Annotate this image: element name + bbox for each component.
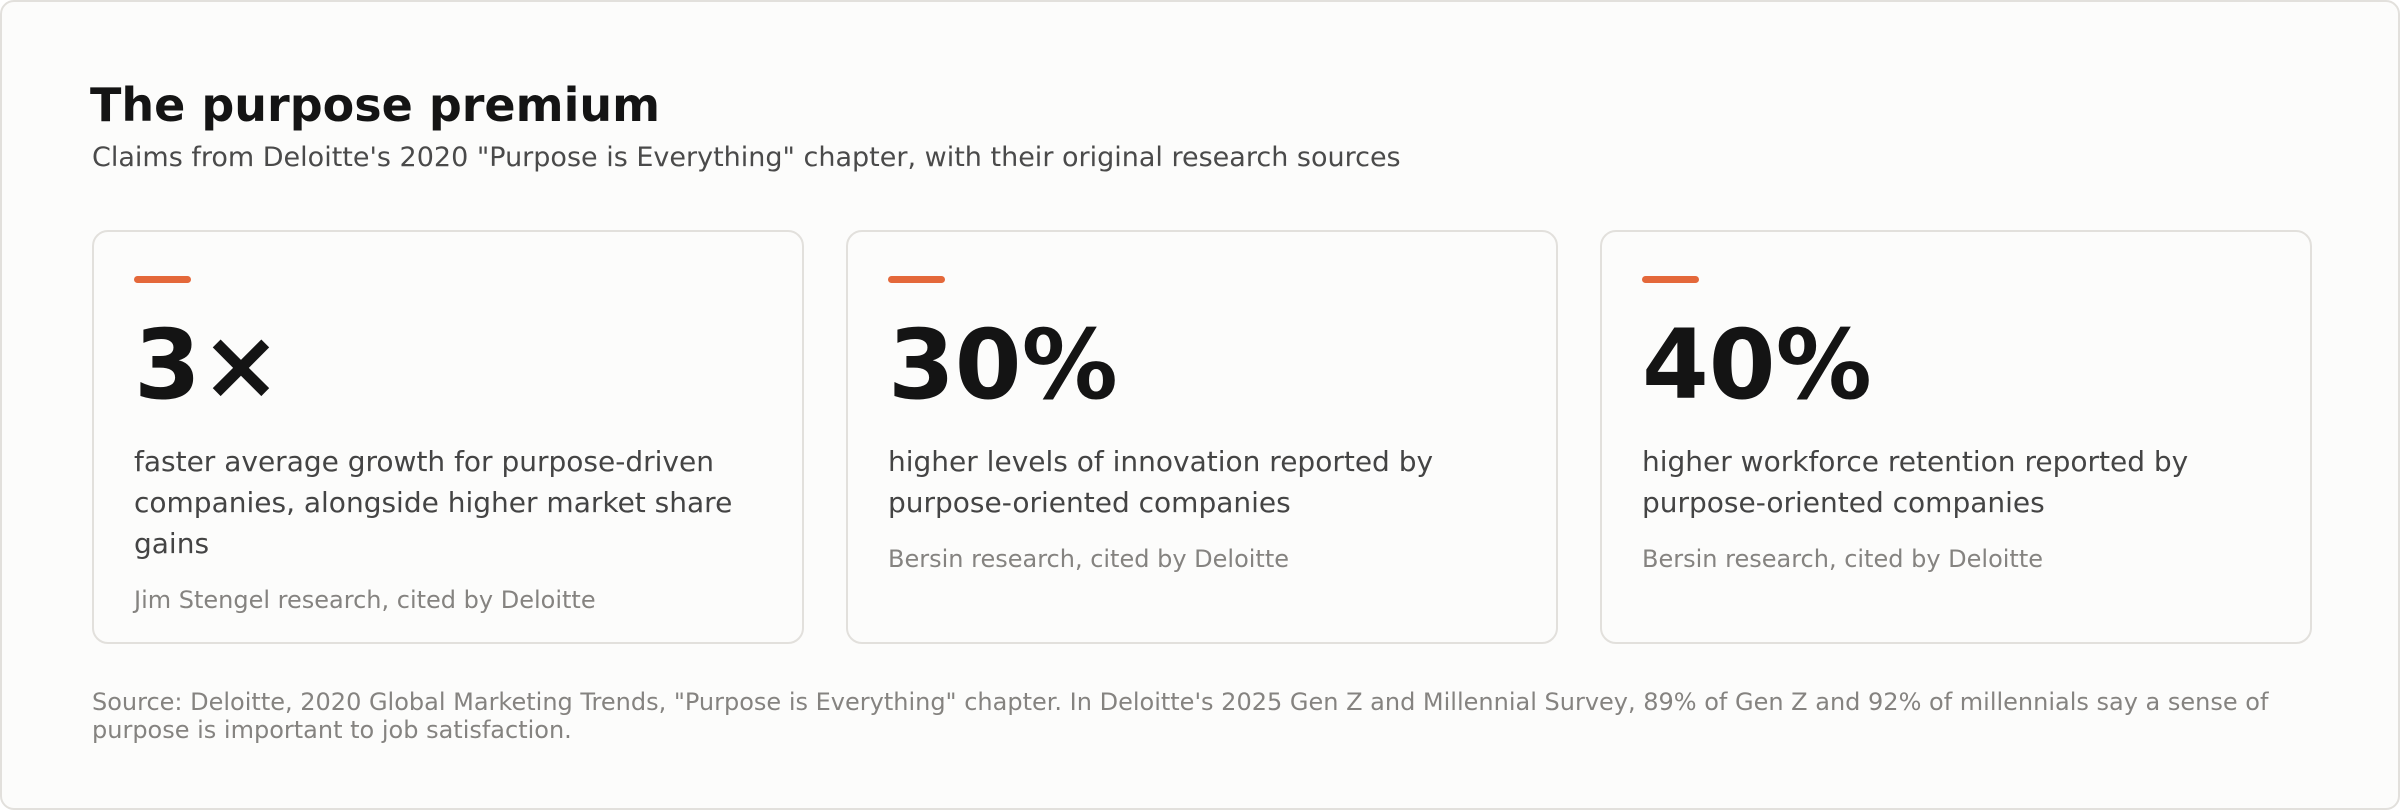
stat-value: 40%: [1642, 309, 1872, 421]
title: The purpose premium: [90, 78, 661, 132]
stat-value: 30%: [888, 309, 1118, 421]
card-row: 3× faster average growth for purpose-dri…: [92, 230, 2312, 644]
source-note: Source: Deloitte, 2020 Global Marketing …: [92, 688, 2269, 744]
citation: Bersin research, cited by Deloitte: [888, 544, 1290, 573]
citation: Jim Stengel research, cited by Deloitte: [134, 585, 596, 614]
card: 40% higher workforce retention reported …: [1600, 230, 2312, 644]
citation: Bersin research, cited by Deloitte: [1642, 544, 2044, 573]
stat-value: 3×: [134, 309, 282, 421]
stat-description: higher workforce retention reported by p…: [1642, 444, 2189, 519]
accent-bar: [1642, 276, 1699, 283]
stat-description: higher levels of innovation reported by …: [888, 444, 1434, 519]
card: 3× faster average growth for purpose-dri…: [92, 230, 804, 644]
accent-bar: [134, 276, 191, 283]
subtitle: Claims from Deloitte's 2020 "Purpose is …: [92, 142, 1401, 173]
stat-description: faster average growth for purpose-driven…: [134, 444, 733, 560]
accent-bar: [888, 276, 945, 283]
card: 30% higher levels of innovation reported…: [846, 230, 1558, 644]
